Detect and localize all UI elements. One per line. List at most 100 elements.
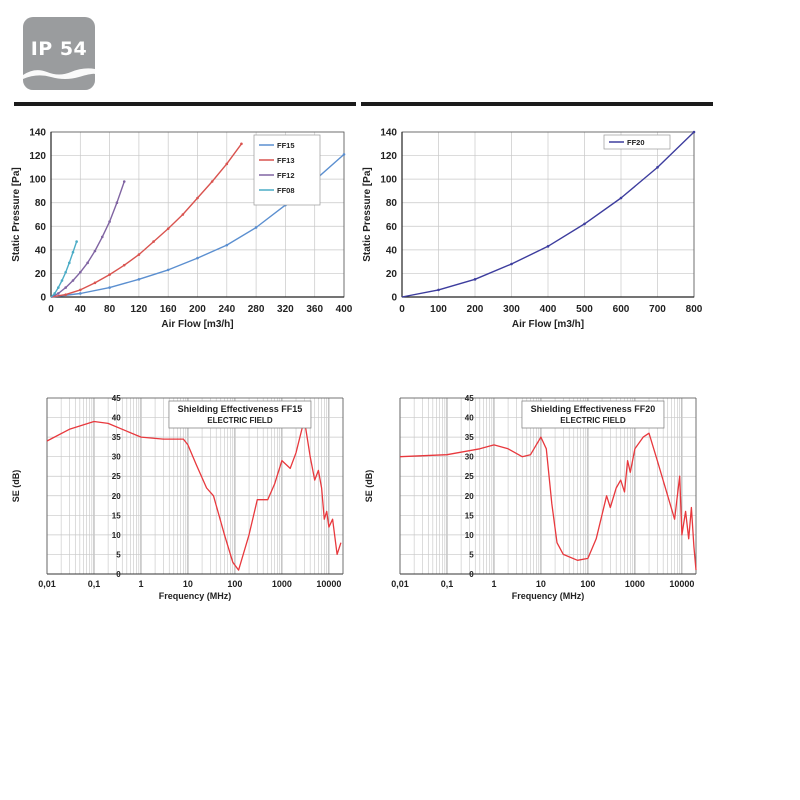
y-tick-label: 20 <box>386 269 398 280</box>
chart-title: Shielding Effectiveness FF20 <box>531 404 656 414</box>
y-tick-label: 120 <box>29 151 46 162</box>
data-point <box>64 270 67 274</box>
data-point <box>108 220 111 223</box>
data-point <box>122 180 126 183</box>
y-tick-label: 35 <box>112 433 121 442</box>
data-point <box>166 227 170 230</box>
data-point <box>68 261 71 265</box>
x-tick-label: 240 <box>218 304 235 315</box>
data-point <box>79 288 82 292</box>
data-point <box>692 130 696 134</box>
legend: FF15 FF13 FF12 FF08 <box>253 134 321 206</box>
y-tick-label: 15 <box>465 511 474 520</box>
x-tick-label: 320 <box>277 304 294 315</box>
wave-icon <box>23 68 95 90</box>
y-tick-label: 0 <box>116 570 121 579</box>
airflow-chart-ff20: 0 20 40 60 80 100 120 140 0 100 200 300 400 500 600 700… <box>362 128 703 331</box>
header-rule-right <box>361 102 713 106</box>
data-point <box>108 273 111 276</box>
data-point <box>546 245 550 248</box>
y-tick-label: 5 <box>469 550 474 559</box>
x-tick-label: 100 <box>580 579 595 589</box>
data-point <box>437 288 440 292</box>
data-point <box>57 286 60 289</box>
x-tick-label: 300 <box>503 304 520 315</box>
data-point <box>64 293 67 296</box>
y-tick-label: 25 <box>112 472 121 481</box>
y-tick-label: 40 <box>386 245 398 256</box>
y-tick-label: 45 <box>465 394 474 403</box>
x-tick-label: 800 <box>686 304 703 315</box>
data-point <box>71 250 75 254</box>
legend-label: FF15 <box>277 141 295 150</box>
y-tick-label: 10 <box>112 531 121 540</box>
y-tick-label: 15 <box>112 511 121 520</box>
y-tick-label: 25 <box>465 472 474 481</box>
series-line-se-curve <box>399 432 697 571</box>
legend-box <box>253 134 321 206</box>
legend-label: FF13 <box>277 156 295 165</box>
data-point <box>71 279 75 282</box>
ip54-badge: IP 54 <box>23 17 95 90</box>
data-point <box>210 180 214 183</box>
y-tick-label: 140 <box>380 128 397 139</box>
grid <box>399 397 697 575</box>
x-tick-label: 1000 <box>272 579 292 589</box>
x-tick-label: 1 <box>138 579 143 589</box>
data-point <box>93 249 97 253</box>
data-point <box>473 278 477 281</box>
y-tick-label: 5 <box>116 550 121 559</box>
x-tick-label: 100 <box>430 304 447 315</box>
y-tick-label: 45 <box>112 394 121 403</box>
x-tick-label: 40 <box>75 304 87 315</box>
x-tick-label: 360 <box>306 304 323 315</box>
y-tick-label: 40 <box>35 245 47 256</box>
data-point <box>196 256 199 260</box>
x-tick-label: 10000 <box>316 579 341 589</box>
data-point <box>181 213 185 216</box>
data-point <box>510 262 513 266</box>
y-tick-label: 80 <box>386 198 398 209</box>
data-point <box>100 235 104 239</box>
series-line-ff13 <box>50 143 243 298</box>
y-tick-label: 40 <box>112 414 121 423</box>
data-point <box>64 286 67 289</box>
y-axis-label: Static Pressure [Pa] <box>11 167 22 262</box>
data-point <box>57 292 60 295</box>
x-axis-label: Air Flow [m3/h] <box>512 319 584 330</box>
x-axis-label: Air Flow [m3/h] <box>161 319 233 330</box>
x-tick-label: 400 <box>336 304 353 315</box>
y-tick-label: 120 <box>380 151 397 162</box>
y-tick-label: 30 <box>112 453 121 462</box>
x-tick-label: 200 <box>467 304 484 315</box>
y-tick-label: 35 <box>465 433 474 442</box>
data-point <box>240 142 243 146</box>
x-tick-label: 600 <box>613 304 630 315</box>
y-tick-label: 60 <box>35 222 47 233</box>
x-tick-label: 100 <box>227 579 242 589</box>
x-tick-label: 0,01 <box>38 579 56 589</box>
legend-box <box>603 134 671 150</box>
y-tick-label: 80 <box>35 198 47 209</box>
x-tick-label: 400 <box>540 304 557 315</box>
chart-title: Shielding Effectiveness FF15 <box>178 404 303 414</box>
x-tick-label: 0,01 <box>391 579 409 589</box>
y-tick-label: 0 <box>469 570 474 579</box>
title-box <box>521 400 665 429</box>
y-axis-label: SE (dB) <box>11 470 21 503</box>
y-tick-label: 40 <box>465 414 474 423</box>
data-point <box>225 243 229 247</box>
x-tick-label: 700 <box>649 304 666 315</box>
badge-label: IP 54 <box>30 38 88 60</box>
y-tick-label: 100 <box>380 175 397 186</box>
y-axis-label: Static Pressure [Pa] <box>362 167 373 262</box>
shielding-chart-ff20: 0 5 10 15 20 25 30 35 40 45 0,01 0,1 1 10 100 1000 10000… <box>364 394 697 601</box>
x-tick-label: 1 <box>491 579 496 589</box>
data-point <box>342 153 346 156</box>
x-tick-label: 160 <box>160 304 177 315</box>
x-tick-label: 10 <box>183 579 193 589</box>
series-line-se-curve <box>46 418 342 571</box>
data-point <box>137 278 141 281</box>
x-tick-label: 0 <box>48 304 54 315</box>
y-tick-label: 20 <box>112 492 121 501</box>
